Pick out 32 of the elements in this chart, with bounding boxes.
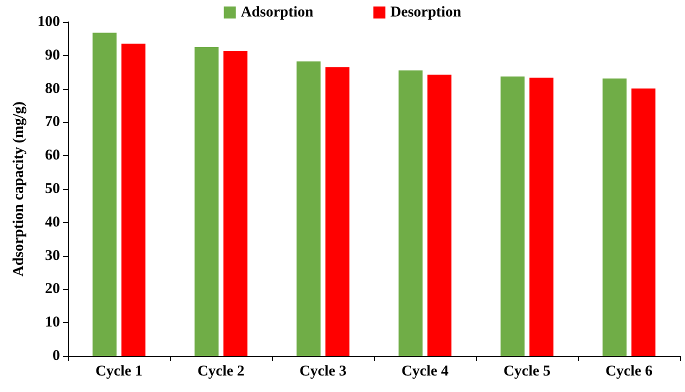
bar [500, 76, 525, 356]
y-tick-label: 50 [45, 181, 60, 197]
y-tick-label: 60 [45, 148, 60, 164]
bar [398, 70, 423, 356]
x-tick-label: Cycle 5 [503, 364, 551, 380]
y-tick-label: 30 [45, 248, 60, 264]
bar [529, 78, 554, 356]
y-tick-label: 70 [45, 114, 60, 130]
x-tick-label: Cycle 4 [401, 364, 450, 380]
bar [325, 67, 350, 356]
x-tick-label: Cycle 3 [299, 364, 347, 380]
y-tick-label: 100 [38, 14, 60, 30]
bar [194, 47, 219, 356]
y-axis-title: Adsorption capacity (mg/g) [11, 102, 28, 276]
x-tick-label: Cycle 2 [197, 364, 245, 380]
legend-label: Adsorption [240, 4, 314, 20]
y-tick-label: 20 [45, 281, 60, 298]
bar [427, 74, 452, 356]
y-tick-label: 10 [45, 314, 60, 331]
x-tick-label: Cycle 6 [605, 364, 654, 380]
y-tick-label: 90 [45, 47, 60, 64]
legend-label: Desorption [390, 4, 462, 20]
x-tick-label: Cycle 1 [95, 364, 143, 380]
bar [223, 51, 248, 356]
bar [602, 78, 627, 356]
y-tick-label: 80 [45, 80, 60, 97]
bar [296, 61, 321, 356]
bar [631, 88, 656, 356]
y-tick-label: 40 [45, 214, 60, 230]
bar [92, 32, 117, 356]
bar [121, 44, 146, 356]
y-tick-label: 0 [52, 348, 60, 364]
